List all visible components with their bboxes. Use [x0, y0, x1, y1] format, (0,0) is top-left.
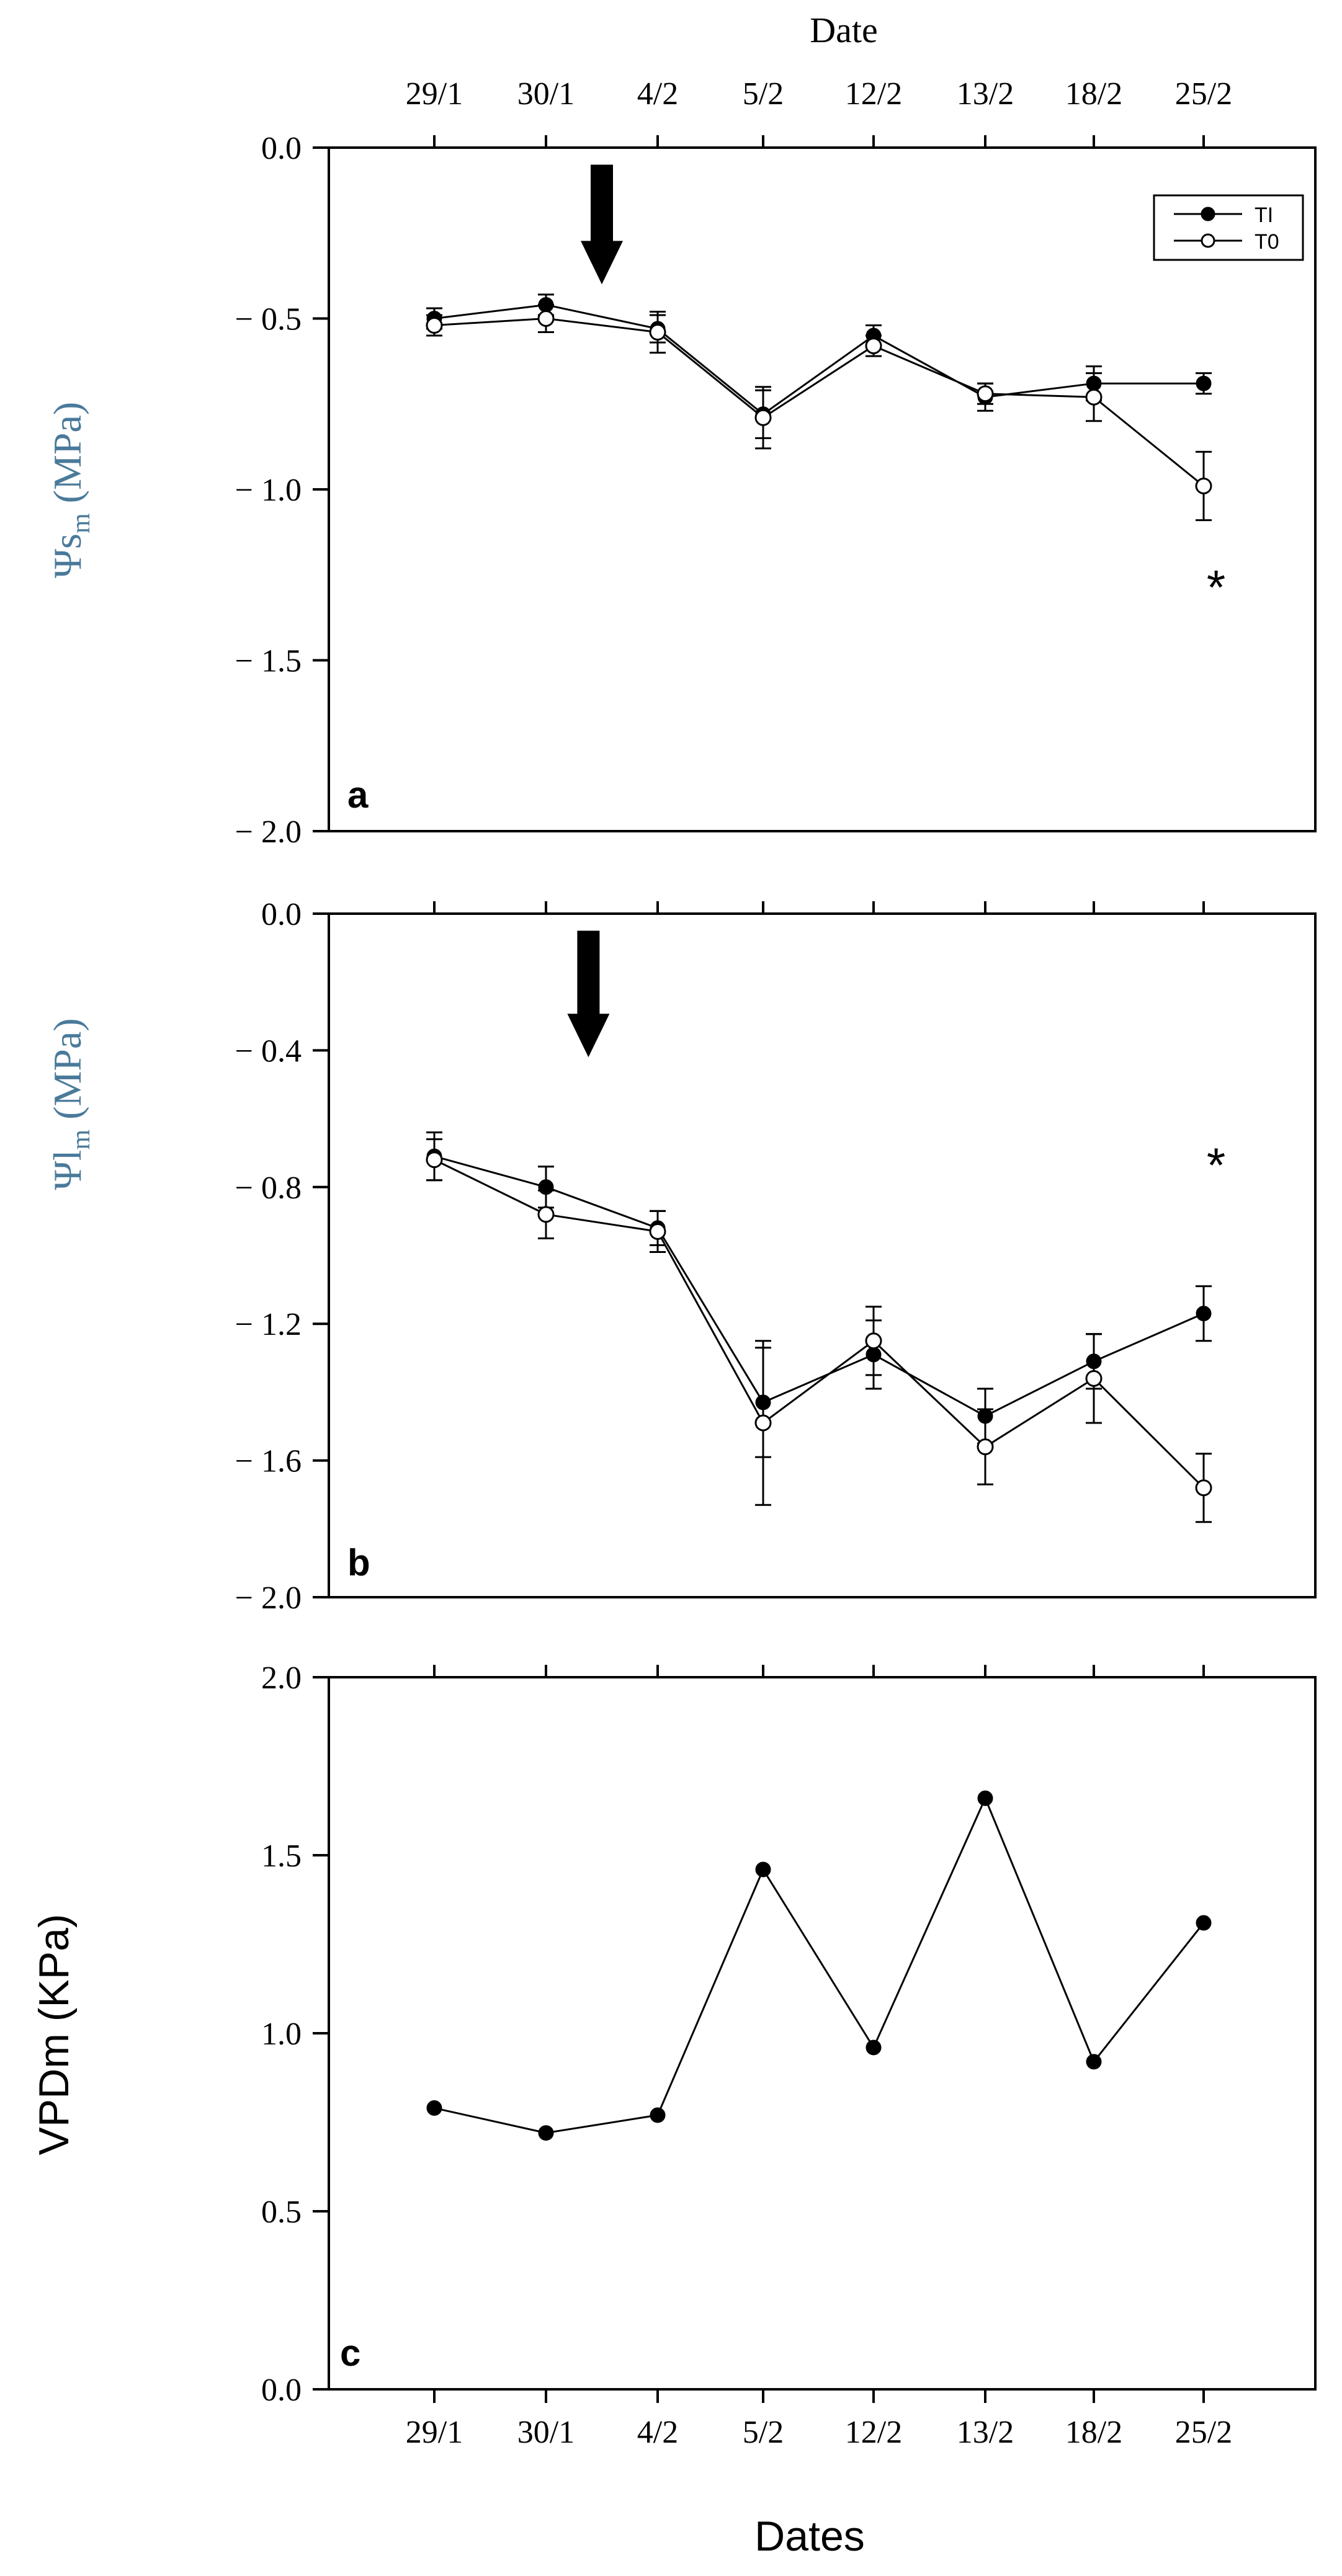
panel-a-series-t0-point [754, 409, 772, 426]
panel-a-arrow-annotation [581, 164, 623, 285]
panel-a-x-tick-label: 13/2 [957, 76, 1014, 112]
panel-b-series-t0-point [1195, 1479, 1212, 1497]
panel-b-y-tick-label: − 1.6 [235, 1444, 302, 1479]
legend-box [1153, 194, 1304, 261]
panel-b-series-ti-point [1196, 1306, 1212, 1322]
panel-b-y-tick-label: − 2.0 [235, 1580, 302, 1616]
panel-c-y-tick-label: 0.5 [261, 2195, 302, 2230]
panel-c-y-tick-label: 2.0 [261, 1660, 302, 1696]
panel-c-x-tick-label: 25/2 [1175, 2415, 1232, 2450]
panel-b-series-t0-point [649, 1223, 666, 1240]
top-axis-title: Date [810, 10, 878, 50]
panel-a-x-tick-label: 4/2 [637, 76, 678, 112]
panel-c-label: c [340, 2332, 360, 2374]
panel-b-series-t0-point [537, 1206, 555, 1223]
panel-b-series-t0-point [426, 1151, 443, 1169]
panel-a-y-tick-label: − 0.5 [235, 302, 302, 337]
panel-b-y-tick-label: − 0.4 [235, 1033, 302, 1069]
panel-a-series-t0-point [537, 310, 555, 327]
panel-c-series-vpd-point [755, 1861, 771, 1878]
panel-c-x-tick-label: 30/1 [517, 2415, 575, 2450]
panel-c-series-vpd-point [977, 1790, 993, 1806]
legend: TI T0 [1153, 194, 1304, 261]
panel-c-series-vpd-line [434, 1796, 1205, 2134]
panel-a-y-axis-title-sub: m [67, 513, 96, 533]
panel-c-x-tick-label: 5/2 [743, 2415, 784, 2450]
panel-b-series-ti-line [434, 1155, 1204, 1417]
panel-b-y-axis-title-main: Ψl [45, 1150, 89, 1190]
panel-b-series-t0-point [977, 1438, 994, 1456]
panel-a-y-axis-title: Ψsm (MPa) [45, 402, 96, 578]
panel-a-x-tick-label: 5/2 [743, 76, 784, 112]
panel-b-frame [328, 912, 1317, 1598]
panel-b-y-tick-label: − 1.2 [235, 1307, 302, 1342]
panel-a-x-tick-label: 25/2 [1175, 76, 1232, 112]
panel-a-series-ti-line [434, 303, 1204, 416]
panel-c-series-vpd-point [1196, 1915, 1212, 1931]
panel-a-x-tick-label: 29/1 [406, 76, 463, 112]
panel-b-series-t0-point [865, 1332, 882, 1350]
panel-a-x-tick-label: 30/1 [517, 76, 575, 112]
panel-a-series-t0-point [865, 337, 882, 355]
panel-c-y-tick-label: 1.0 [261, 2017, 302, 2052]
panel-a-x-tick-label: 18/2 [1065, 76, 1122, 112]
panel-a-series-t0-point [1195, 477, 1212, 494]
chart-marks: 0.0 − 0.5 − 1.0 − 1.5 − 2.0 29/1 30/1 4/2 5/2 12/… [235, 76, 1233, 2450]
panel-b-y-axis-title-sub: m [67, 1130, 96, 1150]
panel-c-series-vpd-point [538, 2125, 554, 2141]
panel-a-series-t0-line [434, 317, 1204, 487]
panel-b-series-t0-point [754, 1414, 772, 1432]
legend-marker-t0 [1201, 233, 1215, 248]
panel-c-x-tick-label: 13/2 [957, 2415, 1014, 2450]
panel-c-series-vpd-point [1086, 2054, 1102, 2070]
panel-c-y-tick-label: 0.0 [261, 2373, 302, 2408]
panel-c-y-tick-label: 1.5 [261, 1838, 302, 1874]
panel-b-y-tick-label: − 0.8 [235, 1170, 302, 1206]
panel-c-series-vpd-point [866, 2039, 882, 2056]
panel-a-y-axis-title-main: Ψs [45, 533, 89, 578]
panel-a-series-t0-point [426, 317, 443, 334]
panel-b-y-axis-title: Ψlm (MPa) [45, 1018, 96, 1190]
legend-label-t0: T0 [1255, 230, 1279, 254]
panel-c-x-tick-label: 12/2 [845, 2415, 902, 2450]
legend-label-ti: TI [1255, 203, 1273, 227]
panel-c-series-vpd-point [426, 2100, 442, 2116]
panel-c-x-tick-label: 18/2 [1065, 2415, 1122, 2450]
panel-a-series-ti-point [1196, 375, 1212, 391]
panel-b-arrow-annotation [567, 930, 610, 1058]
panel-a-y-tick-label: − 2.0 [235, 814, 302, 850]
panel-a-significance-marker: * [1207, 559, 1225, 614]
panel-a-label: a [347, 774, 369, 816]
legend-marker-ti [1201, 207, 1215, 221]
panel-a-series-t0-point [649, 324, 666, 341]
panel-b-series-t0-point [1085, 1370, 1103, 1387]
panel-b-y-tick-label: 0.0 [261, 897, 302, 932]
panel-b-significance-marker: * [1207, 1138, 1225, 1192]
panel-a-y-tick-label: − 1.5 [235, 644, 302, 679]
panel-a-y-tick-label: 0.0 [261, 131, 302, 166]
panel-a-series-t0-point [1085, 388, 1103, 406]
panel-b-series-t0-line [434, 1159, 1205, 1489]
panel-a-y-axis-title-unit: (MPa) [45, 402, 89, 514]
panel-b-y-axis-title-unit: (MPa) [45, 1018, 89, 1130]
panel-c-y-axis-title: VPDm (KPa) [30, 1914, 78, 2155]
panel-a-x-tick-label: 12/2 [845, 76, 902, 112]
panel-c-x-tick-label: 4/2 [637, 2415, 678, 2450]
panel-c-series-vpd-point [650, 2107, 666, 2123]
panel-b-label: b [347, 1542, 370, 1584]
panel-c-x-axis-title: Dates [754, 2513, 865, 2560]
panel-c-frame [328, 1676, 1317, 2391]
panel-a-y-tick-label: − 1.0 [235, 473, 302, 508]
panel-c-x-tick-label: 29/1 [406, 2415, 463, 2450]
panel-a-series-t0-point [977, 385, 994, 403]
